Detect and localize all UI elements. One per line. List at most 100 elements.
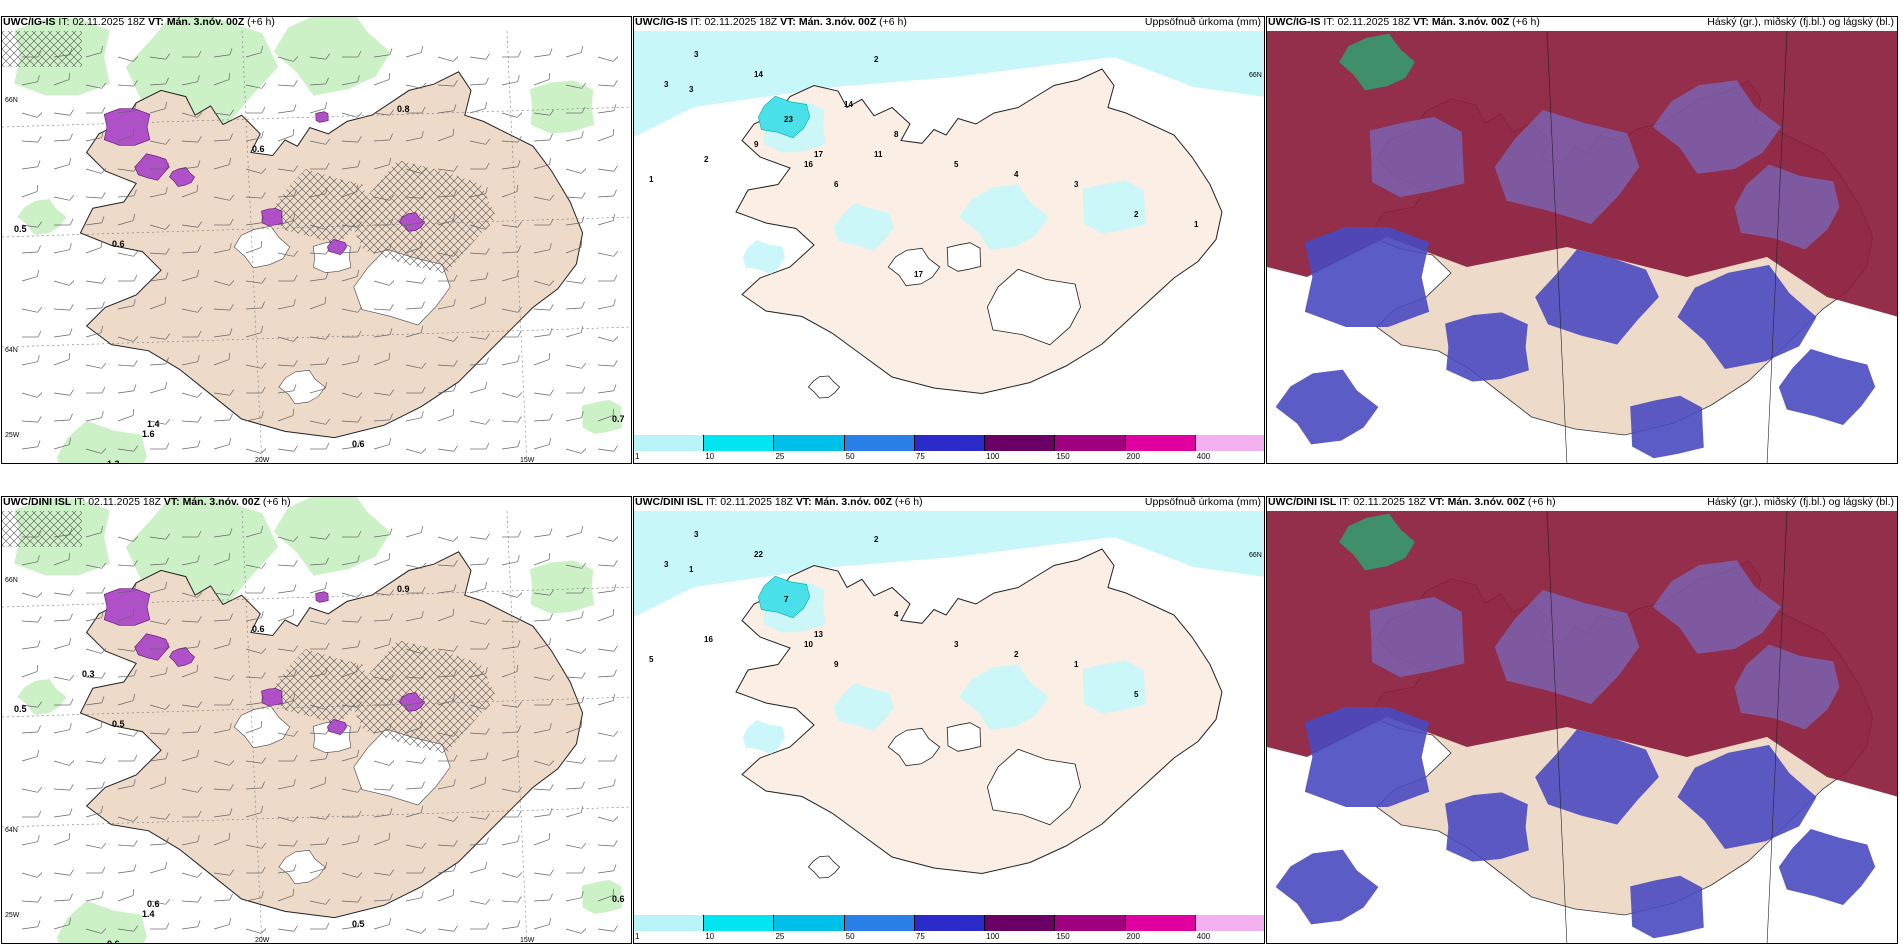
cloud-low-area <box>1494 110 1640 224</box>
cloud-mid-area <box>1778 349 1876 425</box>
wind-barb <box>21 725 41 734</box>
barb-shaft <box>597 56 614 62</box>
barb-flag <box>293 816 299 822</box>
barb-shaft <box>565 222 582 226</box>
wind-barb <box>501 555 520 566</box>
wind-barb <box>85 131 104 142</box>
barb-flag <box>37 640 41 647</box>
lon-label: 25W <box>5 432 20 439</box>
gridline <box>2 586 631 608</box>
wind-barb <box>149 333 170 340</box>
barb-shaft <box>341 420 358 423</box>
wind-barb <box>437 888 455 902</box>
cloud-mid-area <box>1630 395 1704 459</box>
barb-flag <box>293 669 297 677</box>
colorbar-label: 1 <box>635 452 640 461</box>
barb-shaft <box>181 592 198 598</box>
barb-shaft <box>213 872 230 876</box>
barb-flag <box>261 448 267 454</box>
barb-flag <box>325 248 330 255</box>
wind-barb <box>149 667 168 678</box>
barb-flag <box>197 530 202 538</box>
barb-flag <box>197 330 202 338</box>
barb-shaft <box>85 222 102 226</box>
barb-flag <box>325 442 330 450</box>
barb-shaft <box>341 561 358 566</box>
wind-barb <box>597 128 615 142</box>
barb-flag <box>228 72 231 80</box>
barb-flag <box>293 360 298 367</box>
barb-flag <box>325 922 330 930</box>
barb-shaft <box>277 110 294 114</box>
barb-flag <box>517 440 521 447</box>
barb-flag <box>388 352 391 360</box>
precip-value: 1.6 <box>142 429 155 439</box>
barb-shaft <box>117 675 134 678</box>
wind-barb <box>149 138 171 145</box>
barb-shaft <box>469 363 486 366</box>
barb-shaft <box>565 196 582 199</box>
wind-barb <box>565 611 584 622</box>
wind-barb <box>21 896 42 903</box>
wind-barb <box>373 133 393 142</box>
wind-barb <box>85 82 107 89</box>
wind-barb <box>85 168 107 174</box>
barb-shaft <box>149 620 166 625</box>
barb-flag <box>517 810 522 818</box>
wind-barb <box>277 608 295 622</box>
wind-barb <box>406 586 426 594</box>
colorbar: 1 10 25 50 75 100 150 200 400 <box>634 435 1264 463</box>
barb-shaft <box>565 280 582 284</box>
wind-barb <box>117 213 135 226</box>
barb-flag <box>165 667 168 674</box>
wind-barb <box>85 648 107 654</box>
barb-shaft <box>373 534 390 538</box>
wind-barb <box>469 296 487 310</box>
wind-barb <box>245 192 266 199</box>
glacier <box>887 247 941 287</box>
barb-shaft <box>117 785 134 790</box>
barb-shaft <box>53 139 70 142</box>
wind-barb <box>245 301 265 310</box>
barb-flag <box>197 136 202 143</box>
barb-flag <box>101 805 103 813</box>
wind-barb <box>501 306 523 313</box>
barb-flag <box>325 898 331 905</box>
accum-value: 5 <box>954 160 959 169</box>
barb-flag <box>549 637 551 645</box>
wind-barb <box>469 837 489 846</box>
wind-barb <box>405 805 423 818</box>
barb-shaft <box>277 135 294 142</box>
barb-shaft <box>533 814 550 818</box>
wind-barb <box>533 832 551 846</box>
wind-barb <box>85 192 106 199</box>
wind-barb <box>342 330 362 338</box>
barb-shaft <box>85 897 102 902</box>
barb-shaft <box>469 816 486 820</box>
barb-shaft <box>341 140 358 143</box>
barb-flag <box>357 330 362 338</box>
barb-flag <box>229 674 235 681</box>
barb-flag <box>37 701 42 708</box>
precip-value: 0.5 <box>14 224 27 234</box>
barb-shaft <box>373 592 390 596</box>
barb-flag <box>133 384 137 391</box>
colorbar-swatch <box>634 915 705 931</box>
barb-shaft <box>341 392 358 398</box>
barb-flag <box>325 667 328 674</box>
barb-flag <box>613 816 619 822</box>
accum-value: 8 <box>894 130 899 139</box>
barb-shaft <box>501 81 518 86</box>
barb-flag <box>325 101 327 109</box>
wind-barb <box>597 56 619 62</box>
barb-flag <box>389 157 391 165</box>
barb-shaft <box>277 252 294 257</box>
wind-barb <box>437 730 459 737</box>
wind-barb <box>597 213 615 226</box>
barb-flag <box>325 224 331 230</box>
barb-flag <box>292 408 295 416</box>
barb-flag <box>517 725 521 733</box>
barb-shaft <box>565 532 582 538</box>
wind-barb <box>277 104 297 114</box>
barb-shaft <box>149 816 166 820</box>
